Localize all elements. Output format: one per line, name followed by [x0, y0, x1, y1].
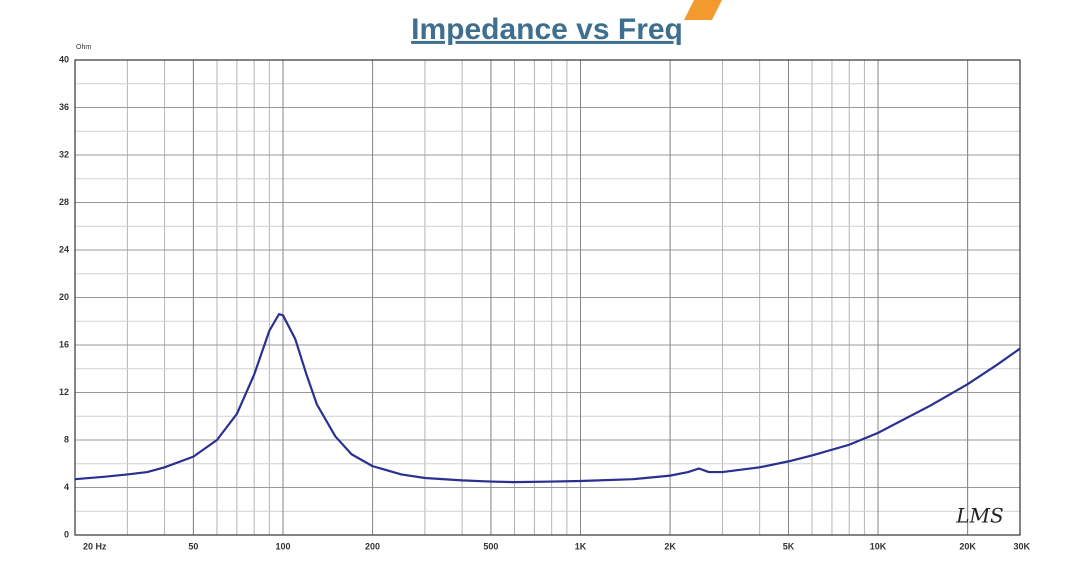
x-tick-label: 200 — [365, 541, 380, 551]
x-tick-label: 20K — [959, 541, 976, 551]
y-tick-label: 20 — [59, 292, 69, 302]
x-tick-label: 5K — [783, 541, 795, 551]
x-tick-label: 10K — [870, 541, 887, 551]
grid — [74, 59, 1021, 536]
impedance-line — [74, 313, 1021, 484]
x-tick-label: 50 — [188, 541, 198, 551]
y-tick-label: 36 — [59, 102, 69, 112]
y-tick-label: 0 — [64, 529, 69, 539]
plot — [74, 313, 1021, 484]
x-tick-label: 2K — [664, 541, 676, 551]
y-tick-label: 40 — [59, 54, 69, 64]
x-tick-label: 30K — [1013, 541, 1030, 551]
plot-border — [74, 59, 1021, 536]
x-tick-label: 20 Hz — [83, 541, 107, 551]
y-tick-label: 8 — [64, 434, 69, 444]
y-tick-label: 32 — [59, 149, 69, 159]
y-tick-label: 12 — [59, 387, 69, 397]
x-tick-label: 1K — [575, 541, 587, 551]
y-tick-label: 28 — [59, 197, 69, 207]
y-tick-label: 4 — [64, 482, 69, 492]
x-tick-label: 100 — [275, 541, 290, 551]
decoration — [684, 0, 722, 20]
x-tick-label: 500 — [483, 541, 498, 551]
y-unit-label: Ohm — [76, 44, 91, 51]
chart-title: Impedance vs Freq — [411, 13, 683, 46]
watermark: LMS — [955, 504, 1003, 528]
y-tick-label: 16 — [59, 339, 69, 349]
y-tick-label: 24 — [59, 244, 69, 254]
